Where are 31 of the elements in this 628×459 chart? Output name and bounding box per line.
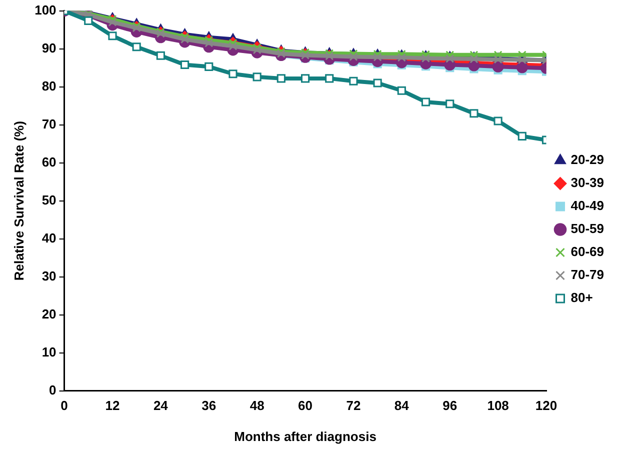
legend-label: 30-39 [570, 175, 604, 190]
x-axis-title: Months after diagnosis [234, 428, 376, 444]
x-tick-label: 12 [105, 398, 120, 414]
y-tick-label: 0 [49, 382, 56, 398]
legend-label: 60-69 [570, 244, 604, 260]
legend-label: 70-79 [570, 267, 604, 282]
y-tick-label: 20 [42, 306, 56, 322]
y-tick-label: 80 [42, 78, 56, 94]
y-tick-label: 30 [42, 268, 56, 284]
x-tick-label: 48 [250, 398, 264, 414]
y-tick-label: 90 [42, 40, 56, 56]
x-tick-label: 60 [298, 398, 313, 414]
x-tick-label: 0 [60, 398, 68, 414]
legend-label: 80+ [570, 290, 594, 306]
x-tick-label: 72 [346, 398, 361, 414]
legend-label: 50-59 [570, 221, 604, 236]
x-tick-label: 84 [394, 398, 410, 414]
y-tick-label: 10 [42, 344, 56, 360]
x-tick-label: 36 [202, 398, 216, 414]
y-tick-label: 50 [42, 192, 56, 208]
x-tick-label: 120 [535, 398, 558, 414]
y-tick-label: 40 [42, 230, 56, 246]
y-tick-label: 100 [34, 2, 56, 18]
legend-label: 20-29 [570, 152, 604, 168]
y-tick-label: 60 [42, 154, 56, 170]
legend-label: 40-49 [570, 198, 604, 214]
x-tick-label: 24 [153, 398, 169, 414]
y-tick-label: 70 [42, 116, 56, 132]
x-tick-label: 108 [487, 398, 509, 414]
x-tick-label: 96 [442, 398, 458, 414]
y-axis-title: Relative Survival Rate (%) [11, 120, 26, 281]
